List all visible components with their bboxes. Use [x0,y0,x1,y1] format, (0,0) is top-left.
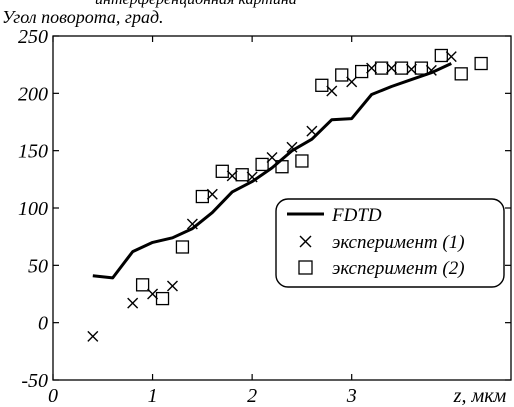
exp2-point [295,154,309,168]
y-tick-label: -50 [21,370,48,392]
x-tick-label: 0 [48,385,58,407]
exp2-point [255,157,269,172]
exp2-point [434,48,448,63]
exp1-point [166,280,178,292]
legend-square-marker [298,260,313,275]
exp2-point [394,61,409,75]
exp2-point [275,160,289,174]
legend-x-marker [299,235,312,248]
y-tick-label: 50 [28,255,48,277]
y-tick-label: 250 [18,26,48,48]
exp2-point [175,240,190,254]
data-series [87,48,488,342]
exp2-point [135,278,150,292]
y-tick-label: 150 [18,141,48,163]
y-tick-label: 200 [18,83,48,105]
y-tick-label: 100 [18,198,48,220]
top-cropped-text: интерференционная картина [95,0,297,8]
exp2-point [195,189,209,204]
fdtd-line [92,62,452,280]
exp2-point [215,164,229,178]
exp2-point [155,291,170,306]
x-tick-label: 3 [346,385,357,407]
exp1-point [127,297,139,309]
legend: FDTD эксперимент (1) эксперимент (2) [275,198,505,288]
x-ticks: 0 1 2 3 [48,36,357,407]
exp2-point [235,168,249,182]
exp2-point [474,56,488,71]
x-axis-label: z, мкм [453,385,507,407]
exp1-point [306,125,318,137]
exp1-point [87,330,99,342]
exp2-point [454,67,468,81]
exp2-point [414,61,429,75]
exp2-point [335,68,349,82]
legend-box [275,198,505,288]
legend-label-fdtd: FDTD [331,205,382,226]
exp2-point [315,78,329,92]
exp1-point [286,141,298,153]
x-tick-label: 2 [247,385,257,407]
exp2-point [374,61,389,75]
legend-label-exp2: эксперимент (2) [332,258,465,279]
legend-label-exp1: эксперимент (1) [332,232,465,253]
exp2-point [355,64,369,79]
exp1-point [186,218,198,230]
x-tick-label: 1 [148,385,158,407]
y-tick-label: 0 [38,313,48,335]
y-axis-label: Угол поворота, град. [2,7,164,27]
y-ticks: -50 0 50 100 150 200 250 [18,26,511,392]
